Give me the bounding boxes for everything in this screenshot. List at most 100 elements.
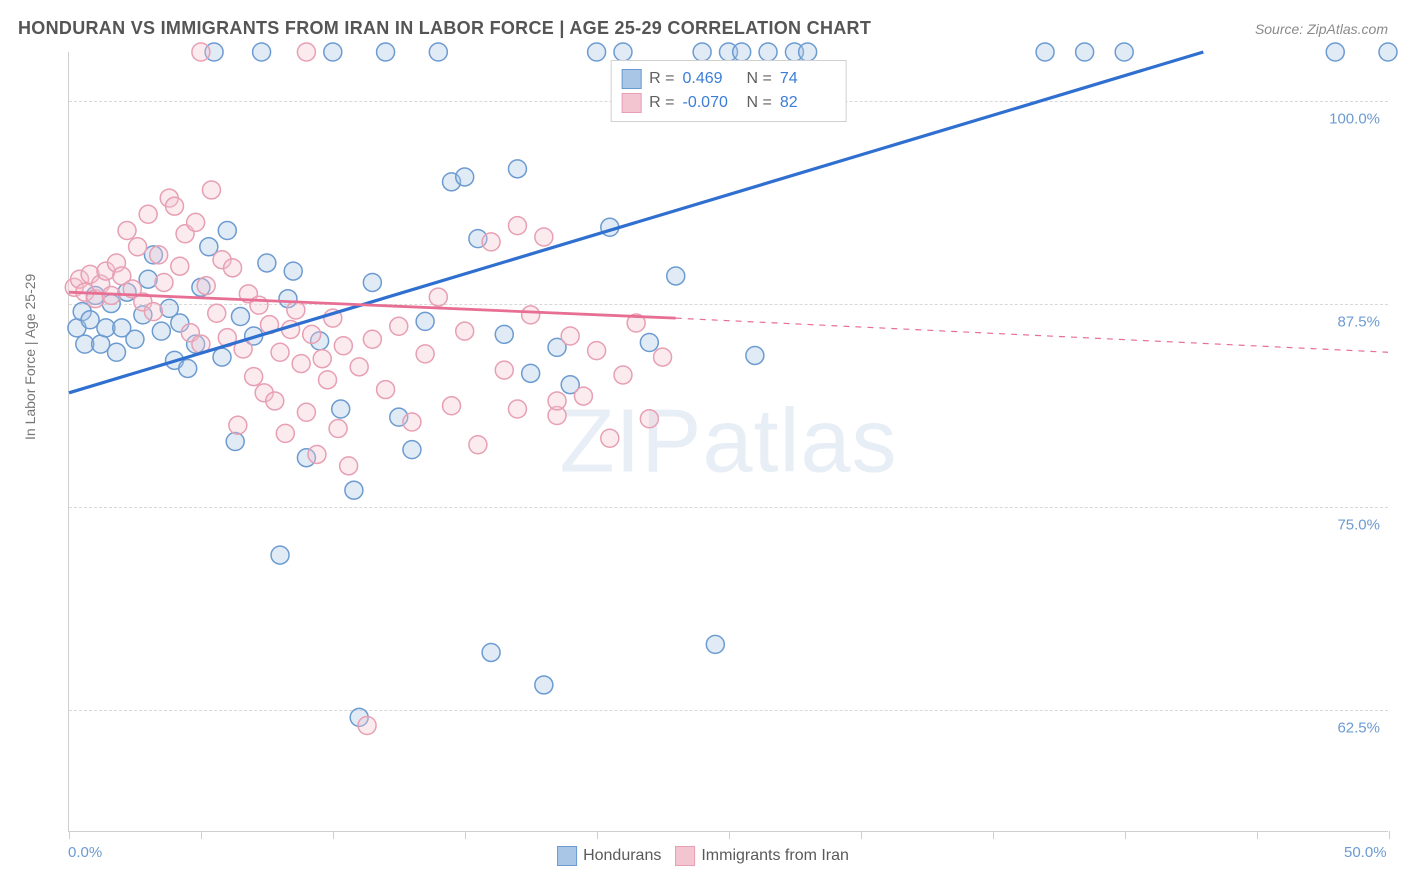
scatter-point [403,441,421,459]
legend-label-series2: Immigrants from Iran [701,847,849,865]
x-tick [729,831,730,839]
legend-item-series2: Immigrants from Iran [675,846,849,866]
scatter-plot-svg [69,52,1388,831]
scatter-point [588,43,606,61]
scatter-point [456,168,474,186]
stat-R-series2: -0.070 [683,91,739,115]
scatter-point [358,717,376,735]
scatter-point [308,445,326,463]
stat-label-R: R = [649,67,674,91]
x-tick [333,831,334,839]
scatter-point [548,392,566,410]
scatter-point [535,228,553,246]
scatter-point [508,400,526,418]
scatter-point [640,410,658,428]
scatter-point [759,43,777,61]
scatter-point [329,420,347,438]
x-tick [465,831,466,839]
scatter-point [416,345,434,363]
scatter-point [276,424,294,442]
bottom-legend: Hondurans Immigrants from Iran [557,846,849,866]
scatter-point [508,217,526,235]
x-tick-label: 50.0% [1344,844,1387,861]
scatter-point [733,43,751,61]
scatter-point [303,325,321,343]
scatter-point [667,267,685,285]
x-tick [993,831,994,839]
scatter-point [363,330,381,348]
x-tick [1389,831,1390,839]
scatter-point [482,643,500,661]
scatter-point [495,325,513,343]
stats-row-series1: R = 0.469 N = 74 [621,67,836,91]
scatter-point [1326,43,1344,61]
scatter-point [152,322,170,340]
stat-label-N: N = [747,67,772,91]
scatter-point [332,400,350,418]
scatter-point [390,317,408,335]
scatter-point [340,457,358,475]
scatter-point [192,43,210,61]
scatter-point [218,222,236,240]
scatter-point [350,358,368,376]
scatter-point [588,342,606,360]
scatter-point [429,288,447,306]
swatch-series2 [621,93,641,113]
scatter-point [287,301,305,319]
x-tick [201,831,202,839]
x-tick [597,831,598,839]
scatter-point [535,676,553,694]
scatter-point [245,368,263,386]
swatch-series1 [621,69,641,89]
scatter-point [522,306,540,324]
scatter-point [297,403,315,421]
scatter-point [266,392,284,410]
source-label: Source: ZipAtlas.com [1255,21,1388,37]
scatter-point [614,366,632,384]
stat-R-series1: 0.469 [683,67,739,91]
scatter-point [429,43,447,61]
scatter-point [469,436,487,454]
stat-label-R2: R = [649,91,674,115]
scatter-point [126,330,144,348]
scatter-point [284,262,302,280]
x-tick [1125,831,1126,839]
scatter-point [614,43,632,61]
chart-title: HONDURAN VS IMMIGRANTS FROM IRAN IN LABO… [18,18,871,39]
scatter-point [746,346,764,364]
scatter-point [693,43,711,61]
scatter-point [171,257,189,275]
stat-N-series1: 74 [780,67,836,91]
scatter-point [416,312,434,330]
legend-item-series1: Hondurans [557,846,661,866]
scatter-point [561,327,579,345]
scatter-point [229,416,247,434]
scatter-point [363,273,381,291]
scatter-point [443,397,461,415]
scatter-point [202,181,220,199]
scatter-point [706,635,724,653]
scatter-point [150,246,168,264]
scatter-point [107,343,125,361]
scatter-point [253,43,271,61]
scatter-point [522,364,540,382]
scatter-point [297,43,315,61]
scatter-point [482,233,500,251]
correlation-stats-box: R = 0.469 N = 74 R = -0.070 N = 82 [610,60,847,122]
scatter-point [640,334,658,352]
scatter-point [187,213,205,231]
scatter-point [456,322,474,340]
scatter-point [508,160,526,178]
stat-label-N2: N = [747,91,772,115]
scatter-point [319,371,337,389]
scatter-point [1076,43,1094,61]
scatter-point [144,303,162,321]
scatter-point [377,43,395,61]
scatter-point [324,43,342,61]
scatter-point [139,270,157,288]
y-axis-label: In Labor Force | Age 25-29 [22,274,38,440]
title-bar: HONDURAN VS IMMIGRANTS FROM IRAN IN LABO… [18,18,1388,39]
scatter-point [403,413,421,431]
scatter-point [271,546,289,564]
scatter-point [208,304,226,322]
